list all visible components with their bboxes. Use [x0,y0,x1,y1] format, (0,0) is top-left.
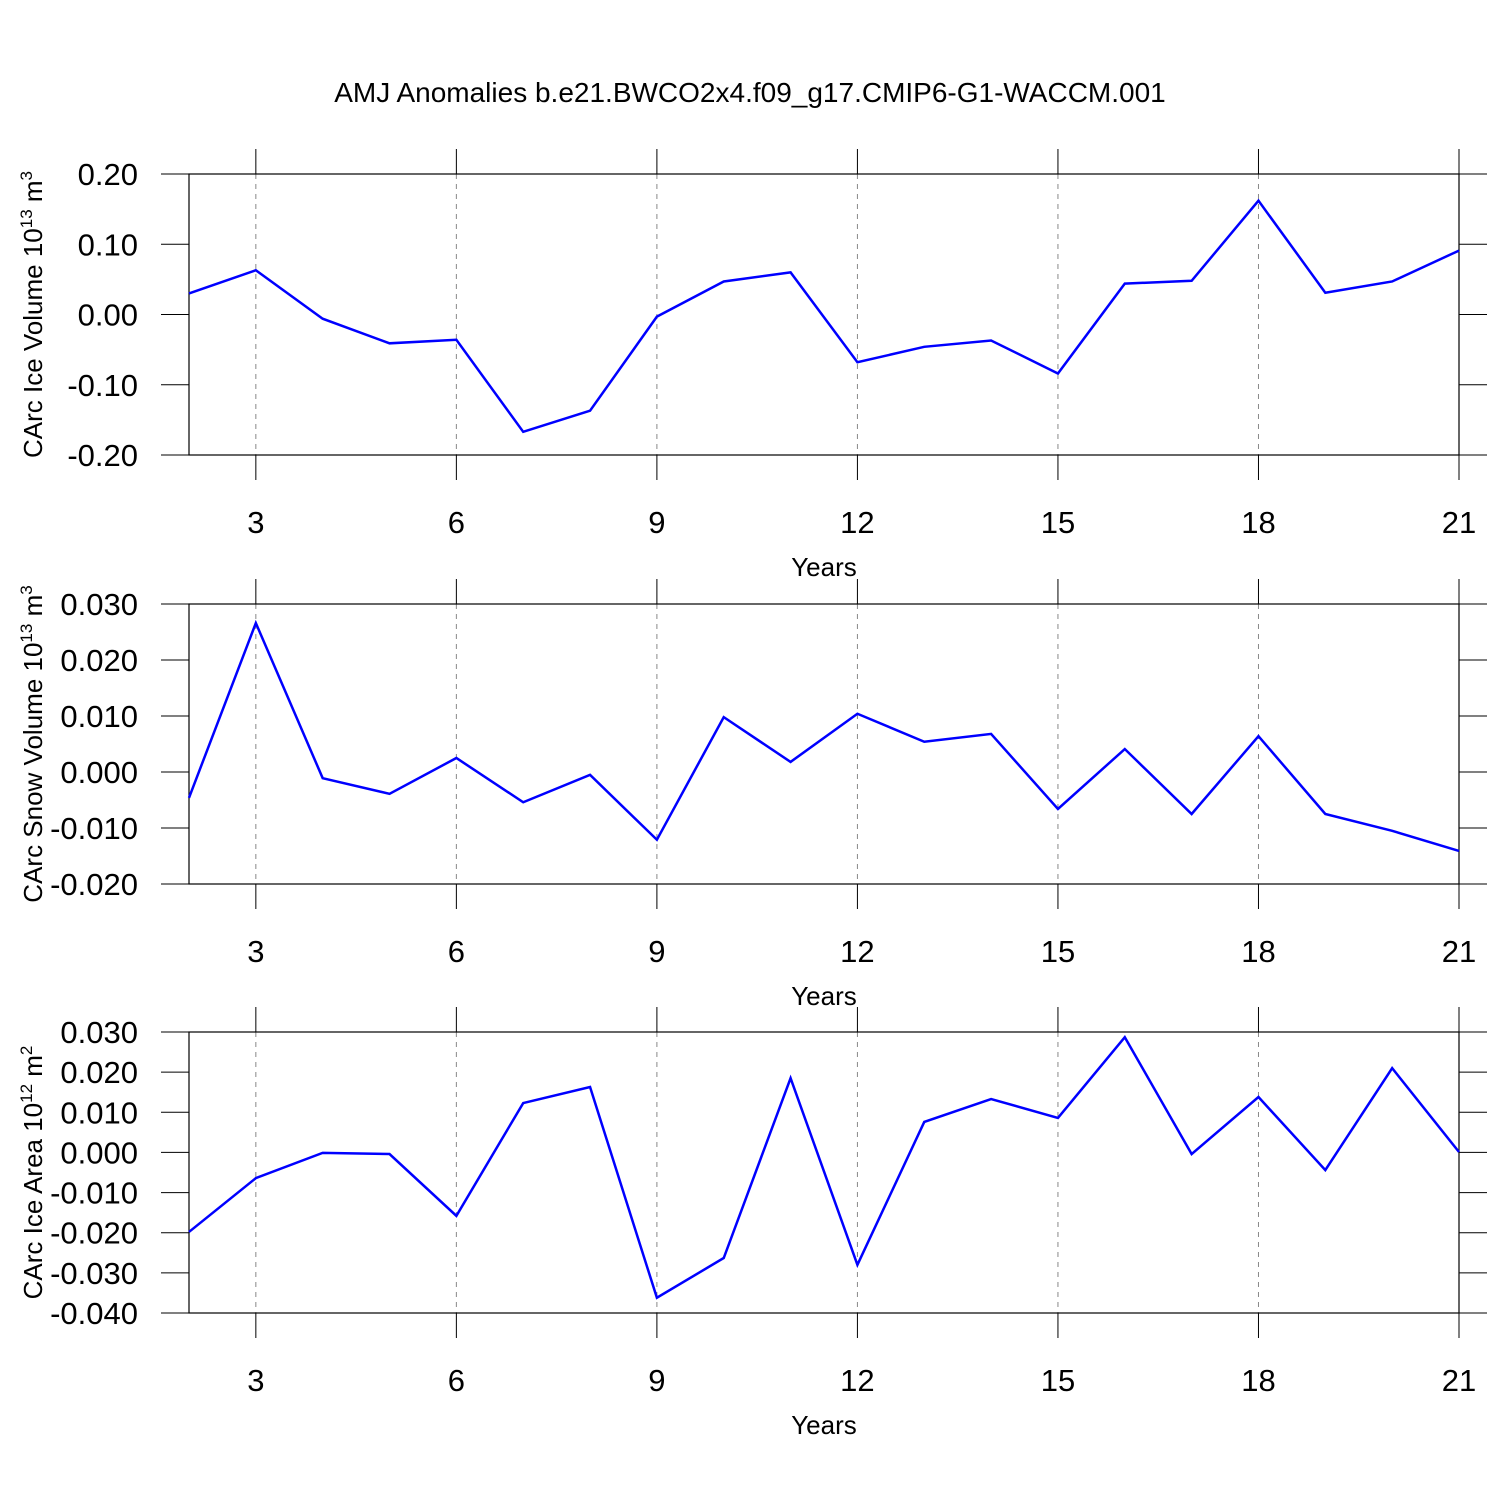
x-tick-label: 12 [840,934,874,969]
y-tick-label: 0.030 [60,1015,138,1050]
y-axis-label-sup: 13 [17,209,36,228]
y-tick-label: -0.020 [50,867,138,902]
plot-frame [188,603,1460,885]
y-tick-label: -0.10 [67,368,138,403]
y-axis-label-part: m [18,1055,48,1084]
x-axis-label: Years [791,1410,857,1440]
y-tick-label: 0.010 [60,1095,138,1130]
x-tick-label: 3 [247,1363,264,1398]
data-line [188,1035,1460,1300]
y-axis-label: CArc Snow Volume 1013 m3 [17,585,48,902]
x-axis-label: Years [791,981,857,1011]
y-tick-label: 0.030 [60,587,138,622]
x-tick-label: 21 [1442,1363,1476,1398]
x-tick-label: 21 [1442,934,1476,969]
x-tick-label: 9 [648,1363,665,1398]
x-tick-label: 18 [1241,1363,1275,1398]
x-tick-label: 3 [247,505,264,540]
y-axis-label-sup: 3 [17,585,36,594]
y-tick-label: 0.00 [78,298,138,333]
y-axis-label: CArc Ice Area 1012 m2 [17,1046,48,1300]
x-tick-label: 6 [448,934,465,969]
y-tick-label: 0.010 [60,699,138,734]
y-axis-label-sup: 12 [17,1084,36,1103]
x-tick-label: 12 [840,505,874,540]
y-axis-label-sup: 13 [17,624,36,643]
y-axis-label-sup: 2 [17,1046,36,1055]
x-tick-label: 9 [648,934,665,969]
y-tick-label: 0.20 [78,157,138,192]
x-tick-label: 6 [448,505,465,540]
y-tick-label: 0.020 [60,643,138,678]
y-tick-label: 0.020 [60,1055,138,1090]
x-tick-label: 15 [1041,934,1075,969]
y-axis-label-part: m [18,180,48,209]
y-axis-label-part: m [18,595,48,624]
x-tick-label: 18 [1241,505,1275,540]
y-axis-label-part: CArc Ice Volume 10 [18,228,48,458]
plot-frame [188,173,1460,456]
y-tick-label: -0.010 [50,1176,138,1211]
y-axis-label-sup: 3 [17,171,36,180]
y-tick-label: 0.000 [60,1135,138,1170]
y-tick-label: -0.020 [50,1216,138,1251]
y-tick-label: -0.030 [50,1256,138,1291]
data-line [187,619,1460,853]
y-tick-label: 0.000 [60,755,138,790]
y-tick-label: -0.010 [50,811,138,846]
x-tick-label: 3 [247,934,264,969]
figure-title: AMJ Anomalies b.e21.BWCO2x4.f09_g17.CMIP… [334,77,1166,108]
x-tick-label: 21 [1442,505,1476,540]
x-tick-label: 9 [648,505,665,540]
x-tick-label: 6 [448,1363,465,1398]
y-axis-label-part: CArc Ice Area 10 [18,1103,48,1300]
x-axis-label: Years [791,552,857,582]
x-tick-label: 12 [840,1363,874,1398]
data-line [188,198,1460,434]
x-tick-label: 15 [1041,505,1075,540]
y-axis-label: CArc Ice Volume 1013 m3 [17,171,48,458]
y-axis-label-part: CArc Snow Volume 10 [18,643,48,903]
plot-frame [188,1031,1460,1314]
x-tick-label: 18 [1241,934,1275,969]
y-tick-label: 0.10 [78,227,138,262]
y-tick-label: -0.040 [50,1296,138,1331]
y-tick-label: -0.20 [67,438,138,473]
x-tick-label: 15 [1041,1363,1075,1398]
